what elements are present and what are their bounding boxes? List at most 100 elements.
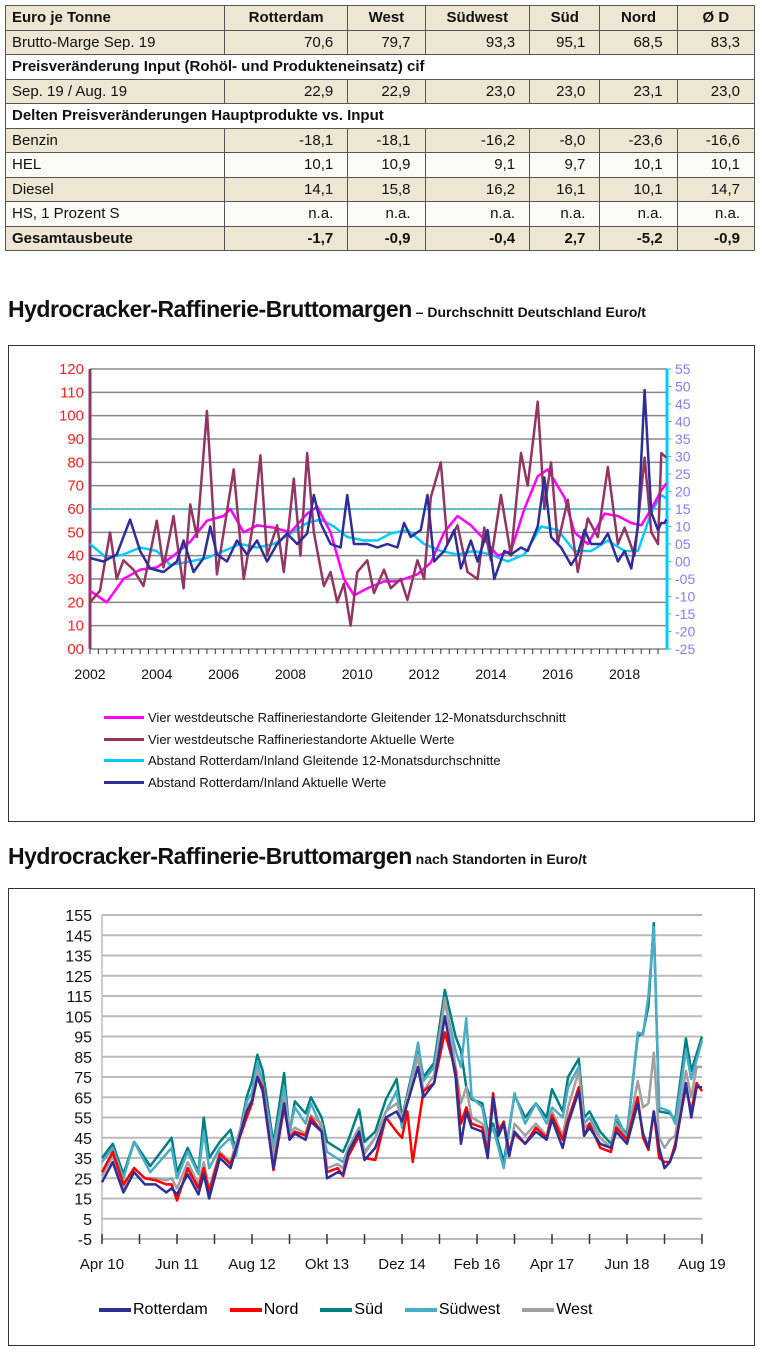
value-cell: -0,4: [424, 225, 531, 251]
value-cell: -16,6: [676, 127, 756, 153]
y-tick-label: 70: [67, 478, 84, 495]
section-label: Delten Preisveränderungen Hauptprodukte …: [5, 103, 755, 129]
chart2-title-sub: nach Standorten in Euro/t: [411, 851, 587, 867]
value-cell: 10,1: [599, 152, 678, 178]
y-tick-label: 5: [83, 1212, 92, 1229]
y2-tick-label: 00: [675, 554, 691, 570]
y-tick-label: 45: [74, 1131, 92, 1148]
legend-label: Vier westdeutsche Raffineriestandorte Ak…: [148, 731, 455, 747]
series-line-2: [89, 493, 668, 567]
legend-label: Rotterdam: [133, 1301, 208, 1318]
legend-label: Abstand Rotterdam/Inland Aktuelle Werte: [148, 774, 387, 790]
y2-tick-label: -05: [675, 571, 695, 587]
y2-tick-label: -10: [675, 589, 695, 605]
y-tick-label: 85: [74, 1050, 92, 1067]
legend-item: Abstand Rotterdam/Inland Aktuelle Werte: [104, 775, 386, 790]
table-row: Benzin -18,1 -18,1 -16,2 -8,0 -23,6 -16,6: [4, 127, 756, 153]
table-header-row: Euro je Tonne Rotterdam West Südwest Süd…: [4, 5, 756, 31]
chart1-title-main: Hydrocracker-Raffinerie-Bruttomargen: [8, 296, 412, 322]
y2-tick-label: -20: [675, 624, 695, 640]
y-tick-label: 60: [67, 501, 84, 518]
value-cell: 23,0: [676, 78, 756, 104]
legend-swatch: [404, 1308, 437, 1312]
y-tick-label: 135: [65, 949, 92, 966]
x-tick-label: Apr 17: [530, 1256, 574, 1273]
value-cell: -0,9: [347, 225, 426, 251]
value-cell: -5,2: [599, 225, 678, 251]
value-cell: 10,1: [224, 152, 349, 178]
legend-item: Südwest: [404, 1301, 500, 1319]
y-tick-label: 55: [74, 1111, 92, 1128]
header-cell: West: [347, 5, 426, 31]
y-tick-label: 125: [65, 969, 92, 986]
chart2-plot: -5 5 15 25 35 45 55 65 75 85 95 105 115 125 135 145 155 A…: [65, 908, 725, 1273]
x-tick-label: Jun 18: [604, 1256, 649, 1273]
row-label: Gesamtausbeute: [4, 225, 226, 251]
chart2-legend: Rotterdam Nord Süd Südwest West: [99, 1301, 592, 1319]
value-cell: n.a.: [529, 201, 601, 227]
value-cell: 95,1: [529, 29, 601, 55]
value-cell: n.a.: [676, 201, 756, 227]
x-tick-label: Jun 11: [155, 1256, 199, 1273]
y-tick-label: 50: [67, 524, 84, 541]
chart2-title: Hydrocracker-Raffinerie-Bruttomargen nac…: [8, 843, 587, 870]
legend-label: West: [556, 1301, 593, 1318]
x-tick-label: Feb 16: [454, 1256, 501, 1273]
legend-item: Rotterdam: [99, 1301, 208, 1319]
table-row: Brutto-Marge Sep. 19 70,6 79,7 93,3 95,1 68,5…: [4, 29, 756, 55]
value-cell: 70,6: [224, 29, 349, 55]
y2-tick-label: -15: [675, 606, 695, 622]
value-cell: 2,7: [529, 225, 601, 251]
value-cell: 23,1: [599, 78, 678, 104]
row-label: HEL: [4, 152, 226, 178]
chart2-frame: -5 5 15 25 35 45 55 65 75 85 95 105 115 125 135 145 155 A…: [8, 888, 755, 1346]
section-row: Preisveränderung Input (Rohöl- und Produ…: [5, 54, 755, 80]
y2-tick-label: 35: [675, 431, 691, 447]
value-cell: 14,7: [676, 176, 756, 202]
y2-tick-label: 25: [675, 466, 691, 482]
chart1-title-sub: – Durchschnitt Deutschland Euro/t: [411, 304, 646, 320]
row-label: Benzin: [4, 127, 226, 153]
section-row: Delten Preisveränderungen Hauptprodukte …: [5, 103, 755, 129]
legend-item: West: [522, 1301, 592, 1319]
x-tick-label: 2004: [141, 666, 172, 682]
y-tick-label: 35: [74, 1151, 92, 1168]
value-cell: -8,0: [529, 127, 601, 153]
row-label: Diesel: [4, 176, 226, 202]
value-cell: 83,3: [676, 29, 756, 55]
table-row: Diesel 14,1 15,8 16,2 16,1 10,1 14,7: [4, 176, 756, 202]
value-cell: 10,1: [599, 176, 678, 202]
legend-swatch: [104, 780, 144, 784]
y2-tick-label: 15: [675, 501, 691, 517]
y-tick-label: 15: [74, 1192, 92, 1209]
legend-swatch: [104, 716, 144, 719]
y-tick-label: 155: [65, 908, 92, 925]
chart2-title-main: Hydrocracker-Raffinerie-Bruttomargen: [8, 843, 412, 869]
x-tick-label: 2002: [74, 666, 105, 682]
y-tick-label: 80: [67, 454, 84, 471]
y-tick-label: 25: [74, 1171, 92, 1188]
x-tick-label: 2014: [475, 666, 506, 682]
chart1-frame: 00 10 20 30 40 50 60 70 80 90 100 110 120 -25 -20 -15 -1…: [8, 345, 755, 822]
value-cell: -18,1: [224, 127, 349, 153]
series-line-rotterdam: [100, 1015, 702, 1200]
value-cell: 68,5: [599, 29, 678, 55]
value-cell: 16,1: [529, 176, 601, 202]
row-label: HS, 1 Prozent S: [4, 201, 226, 227]
legend-label: Vier westdeutsche Raffineriestandorte Gl…: [148, 710, 566, 725]
x-tick-label: 2012: [409, 666, 440, 682]
y2-tick-label: 40: [675, 414, 691, 430]
x-tick-label: Apr 10: [80, 1256, 124, 1273]
legend-swatch: [320, 1308, 353, 1312]
legend-label: Nord: [263, 1301, 299, 1318]
y-tick-label: 20: [67, 594, 84, 611]
value-cell: -18,1: [347, 127, 426, 153]
value-cell: n.a.: [424, 201, 531, 227]
row-label: Sep. 19 / Aug. 19: [4, 78, 226, 104]
value-cell: 9,1: [424, 152, 531, 178]
legend-item: Vier westdeutsche Raffineriestandorte Ak…: [104, 732, 454, 747]
value-cell: 23,0: [529, 78, 601, 104]
value-cell: 15,8: [347, 176, 426, 202]
legend-swatch: [229, 1308, 262, 1312]
y-tick-label: 00: [67, 641, 84, 658]
